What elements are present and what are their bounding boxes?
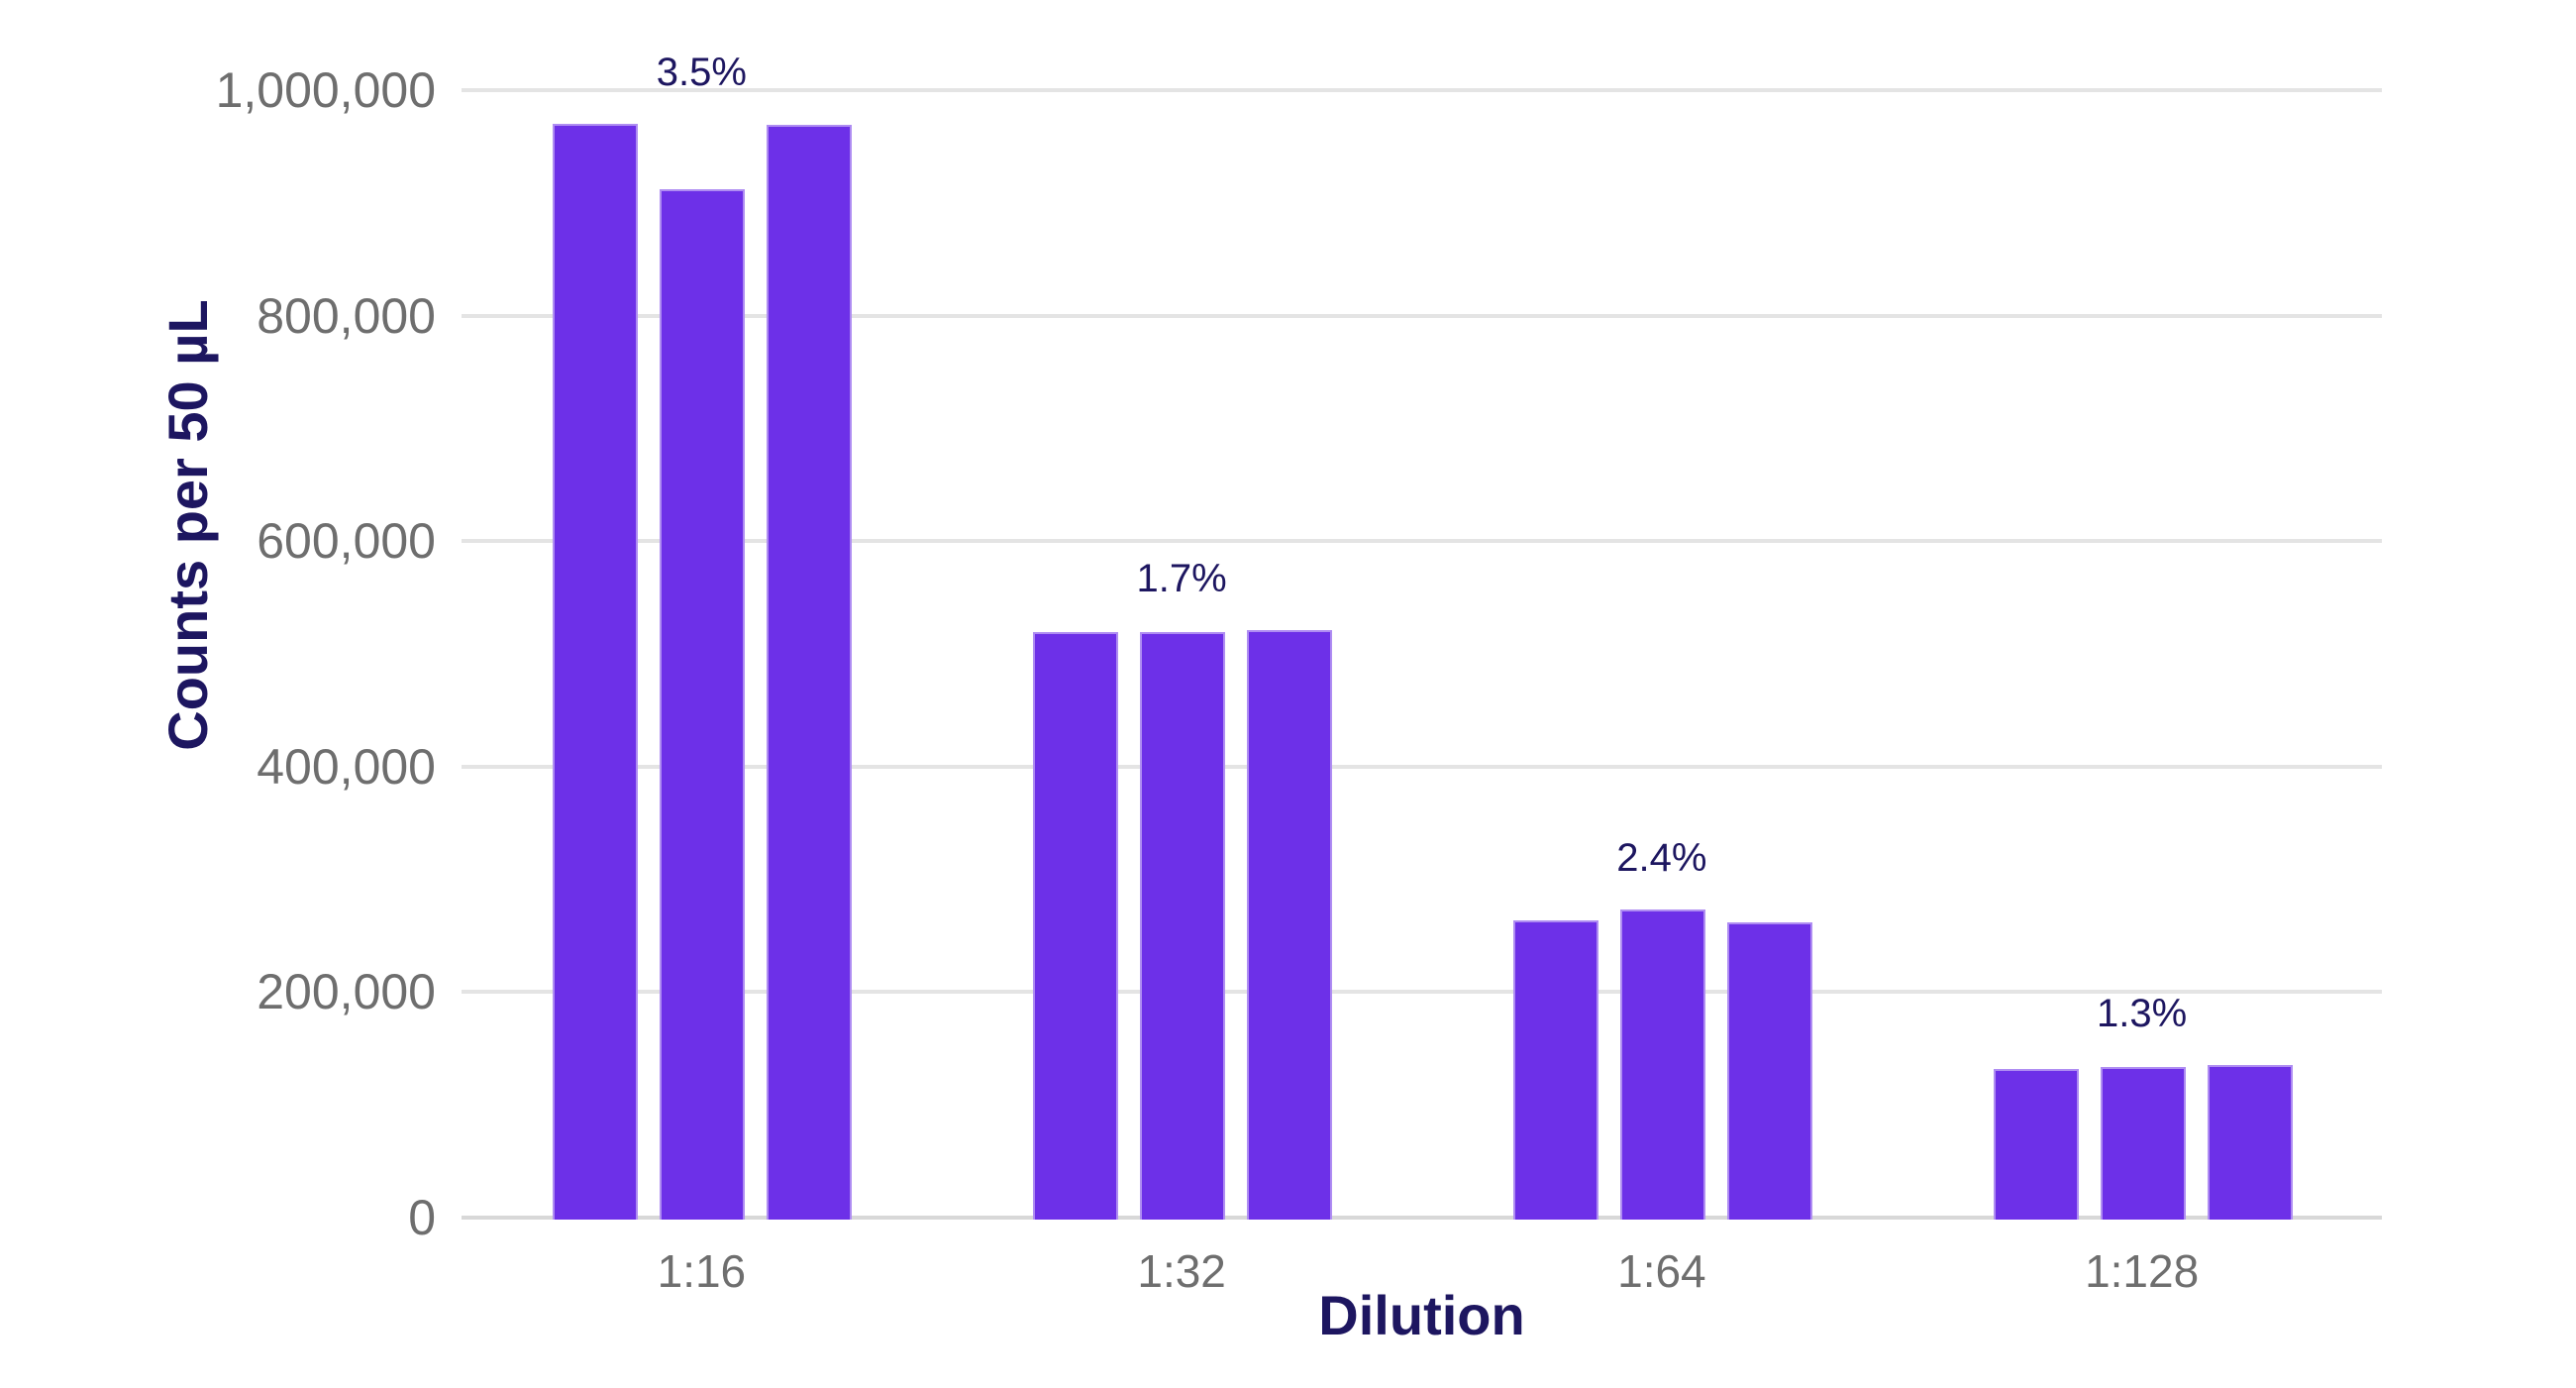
gridline-400,000 <box>462 764 2382 769</box>
gridline-0 <box>462 1216 2382 1220</box>
bar-1:64-3 <box>1726 921 1812 1220</box>
bar-1:16-1 <box>553 123 639 1220</box>
y-tick-label: 0 <box>408 1190 436 1245</box>
bar-1:32-2 <box>1140 632 1226 1220</box>
y-tick-label: 800,000 <box>257 287 436 344</box>
y-tick-label: 1,000,000 <box>215 62 436 118</box>
plot-area: 3.5% 1.7% 2.4% 1.3% <box>462 51 2382 1220</box>
bar-1:64-1 <box>1512 920 1598 1220</box>
bar-1:64-2 <box>1619 909 1705 1220</box>
cv-annotation-1:16: 3.5% <box>656 50 747 94</box>
gridline-200,000 <box>462 990 2382 995</box>
cv-annotation-1:128: 1.3% <box>2097 991 2188 1035</box>
cv-annotation-1:32: 1.7% <box>1136 556 1227 600</box>
x-tick-label-1:128: 1:128 <box>2085 1245 2200 1297</box>
bar-1:16-3 <box>767 125 853 1220</box>
y-tick-label: 400,000 <box>257 738 436 795</box>
gridline-1,000,000 <box>462 88 2382 92</box>
bar-1:128-1 <box>1993 1068 2079 1220</box>
bar-1:128-2 <box>2100 1066 2186 1220</box>
bar-1:32-3 <box>1247 629 1333 1220</box>
bar-1:32-1 <box>1033 632 1119 1220</box>
x-tick-label-1:64: 1:64 <box>1617 1245 1706 1297</box>
x-axis-title: Dilution <box>1318 1284 1525 1346</box>
x-tick-label-1:16: 1:16 <box>657 1245 747 1297</box>
y-tick-label: 600,000 <box>257 513 436 570</box>
bar-1:128-3 <box>2207 1064 2293 1220</box>
y-tick-label: 200,000 <box>257 964 436 1020</box>
gridline-600,000 <box>462 539 2382 544</box>
gridline-800,000 <box>462 313 2382 318</box>
bar-1:16-2 <box>660 188 746 1220</box>
cv-annotation-1:64: 2.4% <box>1616 836 1707 881</box>
x-tick-label-1:32: 1:32 <box>1137 1245 1226 1297</box>
